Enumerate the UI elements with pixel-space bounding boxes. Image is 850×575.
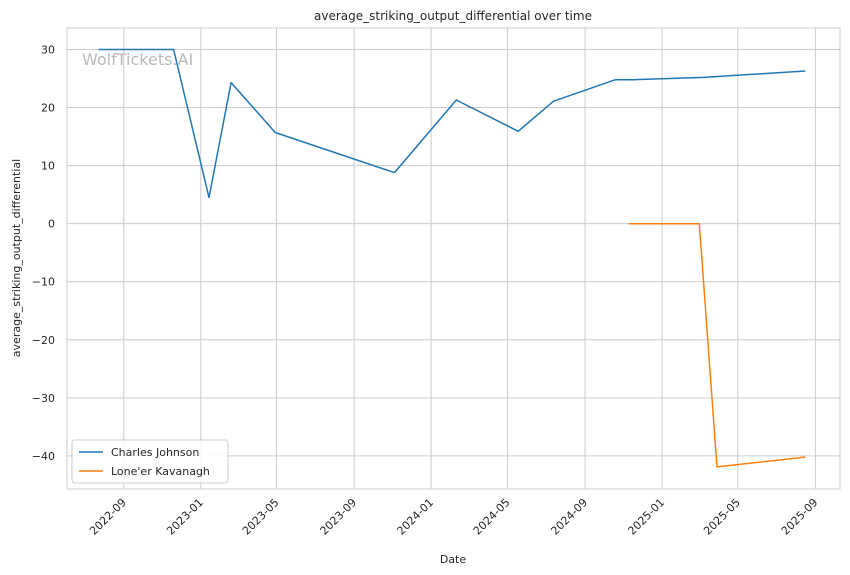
y-tick-label: −10 [32,276,55,289]
series-line-1 [628,222,806,468]
y-tick-label: 30 [41,43,55,56]
chart-title: average_striking_output_differential ove… [314,9,592,23]
y-tick-label: −30 [32,392,55,405]
y-axis-title: average_striking_output_differential [10,159,23,357]
y-axis: −40 −30 −20 −10 0 10 20 30 [32,43,55,462]
legend-label-charles-johnson: Charles Johnson [111,446,199,459]
y-tick-label: 10 [41,160,55,173]
x-axis-title: Date [440,553,467,566]
y-tick-label: −40 [32,450,55,463]
y-tick-label: 0 [48,218,55,231]
series-layer [98,48,806,468]
plot-frame [66,27,841,490]
grid [67,28,840,489]
y-tick-label: −20 [32,334,55,347]
series-line-0 [98,48,806,199]
legend: Charles Johnson Lone'er Kavanagh [71,439,229,484]
watermark: WolfTickets.AI [82,50,193,69]
y-tick-label: 20 [41,102,55,115]
legend-box [71,439,229,484]
legend-label-loneer-kavanagh: Lone'er Kavanagh [111,465,210,478]
